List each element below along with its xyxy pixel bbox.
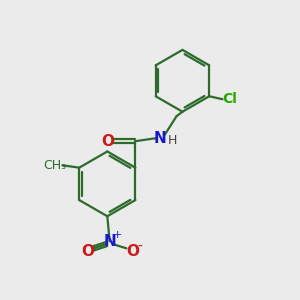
Text: Cl: Cl [222, 92, 237, 106]
Text: +: + [113, 230, 123, 240]
Text: CH₃: CH₃ [44, 159, 67, 172]
Text: N: N [154, 131, 167, 146]
Text: -: - [138, 240, 143, 254]
Text: H: H [168, 134, 177, 147]
Text: O: O [101, 134, 114, 149]
Text: O: O [126, 244, 139, 259]
Text: N: N [104, 234, 117, 249]
Text: O: O [81, 244, 94, 259]
